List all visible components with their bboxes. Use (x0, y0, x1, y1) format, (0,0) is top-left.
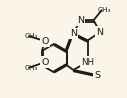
Text: N: N (70, 29, 77, 38)
Text: O: O (42, 58, 49, 67)
Text: CH₃: CH₃ (25, 65, 38, 71)
Text: CH₃: CH₃ (25, 33, 38, 39)
Text: NH: NH (81, 58, 94, 67)
Text: CH₃: CH₃ (97, 7, 111, 13)
Text: N: N (77, 16, 84, 25)
Text: S: S (94, 71, 100, 80)
Text: O: O (42, 37, 49, 46)
Text: N: N (97, 28, 104, 37)
